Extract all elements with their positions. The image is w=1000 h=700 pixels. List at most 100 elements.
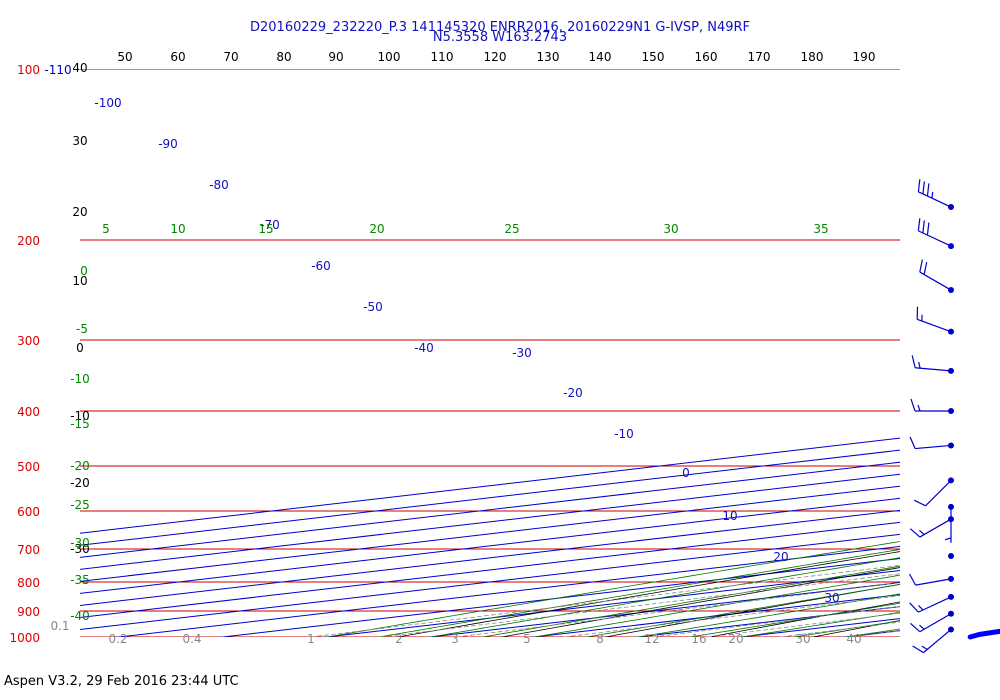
- moist-adiabat-line: [637, 593, 900, 637]
- isotherm-label: 30: [824, 591, 839, 605]
- plot-area: [80, 56, 1000, 649]
- moist-adiabat-label: 25: [504, 222, 519, 236]
- theta-label: 100: [378, 50, 401, 64]
- isotherm-label: -70: [260, 218, 280, 232]
- isotherm-label: -10: [614, 427, 634, 441]
- mixing-ratio-line: [563, 595, 900, 637]
- mixing-ratio-label: 16: [691, 632, 706, 646]
- moist-adiabat-label: 0: [80, 264, 88, 278]
- moist-adiabat-label: 35: [813, 222, 828, 236]
- mixing-ratio-label: 0.1: [50, 619, 69, 633]
- isotherm-label: -20: [563, 386, 583, 400]
- isotherm-label: -100: [94, 96, 121, 110]
- moist-adiabat-line: [482, 565, 900, 637]
- isotherm-line: [80, 533, 900, 631]
- mixing-ratio-label: 40: [846, 632, 861, 646]
- mixing-ratio-line: [915, 411, 1000, 637]
- moist-adiabat-label: -30: [70, 536, 90, 550]
- dry-adiabat-label: 40: [72, 61, 87, 75]
- theta-label: 180: [801, 50, 824, 64]
- theta-label: 120: [484, 50, 507, 64]
- footer-credit: Aspen V3.2, 29 Feb 2016 23:44 UTC: [4, 674, 239, 689]
- theta-label: 60: [170, 50, 185, 64]
- isotherm-line: [80, 473, 900, 570]
- dry-adiabat-line: [499, 567, 900, 637]
- moist-adiabat-label: -20: [70, 459, 90, 473]
- theta-label: 160: [695, 50, 718, 64]
- pressure-label: 1000: [9, 631, 40, 645]
- theta-label: 70: [223, 50, 238, 64]
- moist-adiabat-label: -25: [70, 498, 90, 512]
- isotherm-label: -60: [311, 259, 331, 273]
- pressure-label: 700: [17, 543, 40, 557]
- isotherm-line: [950, 56, 1000, 649]
- moist-adiabat-label: 5: [102, 222, 110, 236]
- dry-adiabat-label: -10: [70, 409, 90, 423]
- mixing-ratio-label: 12: [644, 632, 659, 646]
- mixing-ratio-label: 2: [395, 632, 403, 646]
- wind-barb: [944, 503, 954, 543]
- pressure-label: 400: [17, 405, 40, 419]
- wind-barb: [909, 593, 954, 613]
- isotherm-line: [846, 56, 1000, 649]
- dry-adiabat-label: 0: [76, 341, 84, 355]
- theta-label: 190: [853, 50, 876, 64]
- isotherm-line: [80, 509, 900, 606]
- theta-label: 90: [328, 50, 343, 64]
- theta-label: 140: [589, 50, 612, 64]
- chart-title: D20160229_232220_P.3 141145320 ENRR2016,…: [250, 20, 750, 35]
- mixing-ratio-label: 30: [795, 632, 810, 646]
- isotherm-line: [80, 485, 900, 582]
- pressure-label: 900: [17, 605, 40, 619]
- wind-barb: [909, 610, 954, 633]
- moist-adiabat-label: 15: [258, 222, 273, 236]
- theta-label: 150: [642, 50, 665, 64]
- wind-barb: [910, 398, 954, 414]
- dry-adiabat-label: 20: [72, 205, 87, 219]
- moist-adiabat-label: -10: [70, 372, 90, 386]
- moist-adiabat-label: -15: [70, 417, 90, 431]
- dewpoint-profile: [967, 628, 1000, 640]
- isotherm-line: [633, 606, 900, 637]
- mixing-ratio-label: 1: [307, 632, 315, 646]
- pressure-label: 100: [17, 63, 40, 77]
- mixing-ratio-line: [455, 582, 900, 637]
- theta-label: 110: [431, 50, 454, 64]
- mixing-ratio-label: 8: [596, 632, 604, 646]
- pressure-label: 500: [17, 460, 40, 474]
- isotherm-label: -40: [414, 341, 434, 355]
- wind-barb: [917, 179, 954, 211]
- moist-adiabat-line: [586, 583, 900, 637]
- dry-adiabat-line: [707, 601, 900, 637]
- wind-barb: [917, 218, 954, 250]
- mixing-ratio-line: [961, 411, 1000, 637]
- wind-barb: [909, 516, 954, 538]
- mixing-ratio-label: 20: [728, 632, 743, 646]
- isotherm-label: -80: [209, 178, 229, 192]
- dry-adiabat-line: [855, 69, 1000, 649]
- isotherm-label: -50: [363, 300, 383, 314]
- moist-adiabat-label: 30: [663, 222, 678, 236]
- isotherm-label: 20: [773, 550, 788, 564]
- moist-adiabat-label: -5: [76, 322, 88, 336]
- mixing-ratio-label: 5: [523, 632, 531, 646]
- wind-barb: [908, 573, 954, 586]
- dry-adiabat-label: 10: [72, 274, 87, 288]
- isotherm-line: [737, 618, 900, 637]
- wind-barb: [913, 477, 954, 507]
- wind-barb: [912, 626, 954, 654]
- chart-subtitle: N5.3558 W163.2743: [432, 30, 568, 45]
- moist-adiabat-line: [534, 574, 900, 637]
- wind-barb: [916, 306, 954, 335]
- pressure-label: 800: [17, 576, 40, 590]
- pressure-label: 600: [17, 505, 40, 519]
- moist-adiabat-label: -40: [70, 609, 90, 623]
- wind-barb: [948, 552, 954, 559]
- theta-label: 170: [748, 50, 771, 64]
- mixing-ratio-line: [780, 621, 900, 637]
- dry-adiabat-line: [603, 583, 900, 637]
- isotherm-label: -30: [512, 346, 532, 360]
- isotherm-line: [218, 557, 900, 637]
- mixing-ratio-label: 0.4: [182, 632, 201, 646]
- mixing-ratio-line: [850, 630, 900, 637]
